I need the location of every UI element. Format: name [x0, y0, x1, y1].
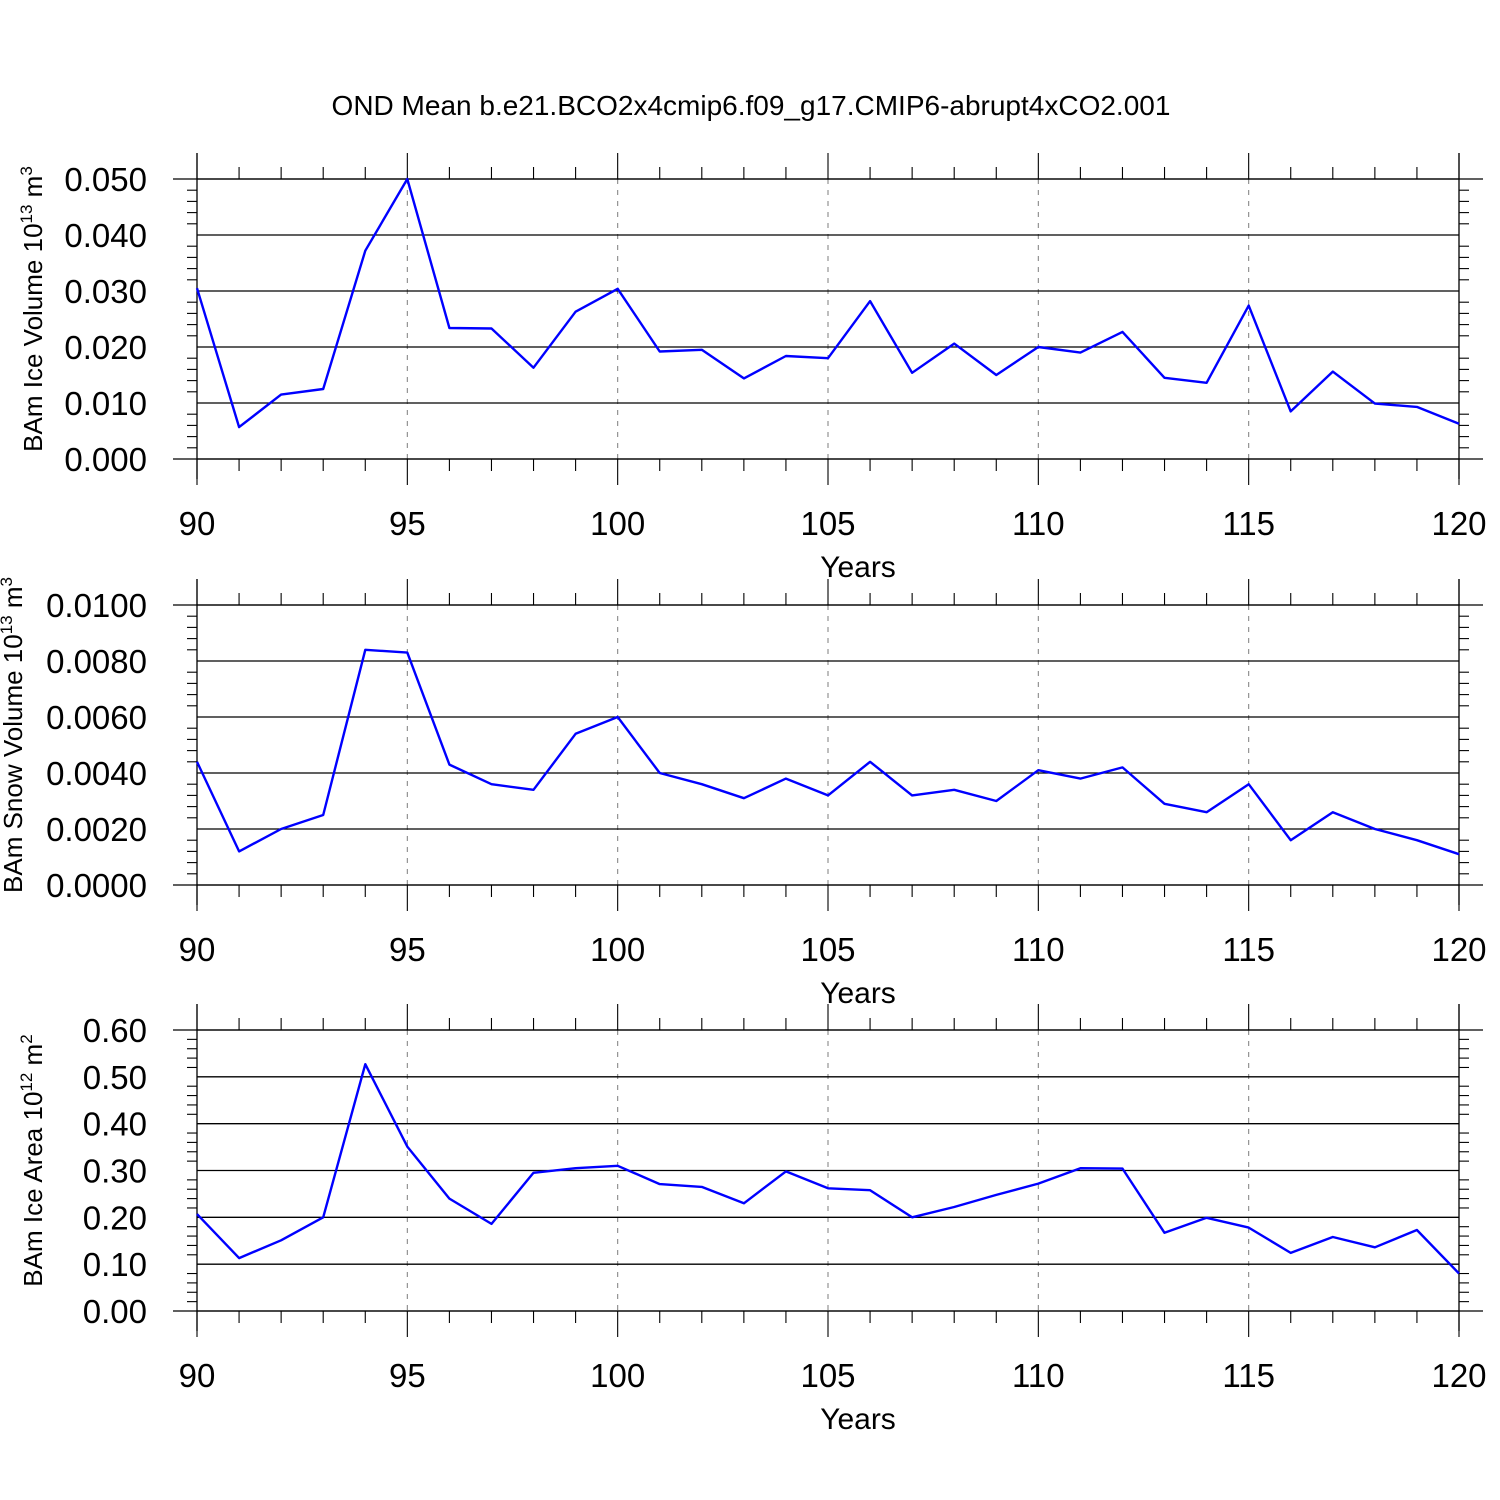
y-tick-label: 0.30: [83, 1153, 147, 1190]
x-tick-label: 100: [590, 1357, 645, 1394]
y-tick-label: 0.0100: [46, 587, 147, 624]
panel-3: 90 95 100 105 110 115 120 0.00 0.10 0.20 0.30 0.40 0…: [17, 1004, 1487, 1436]
x-axis-label: Years: [820, 977, 896, 1010]
y-tick-label: 0.010: [64, 385, 147, 422]
x-tick-label: 105: [800, 505, 855, 542]
x-tick-label: 115: [1222, 505, 1275, 542]
x-tick-label: 120: [1431, 931, 1486, 968]
x-tick-label: 90: [179, 931, 216, 968]
panel-1: 90 95 100 105 110 115 120 0.000 0.010 0.020 0.030 0…: [17, 153, 1487, 584]
x-tick-label: 90: [179, 1357, 216, 1394]
y-axis-label: BAm Ice Area 1012 m2: [17, 1034, 48, 1286]
y-tick-label: 0.0040: [46, 755, 147, 792]
y-tick-label: 0.40: [83, 1106, 147, 1143]
series-line: [196, 1062, 1460, 1275]
y-tick-label: 0.030: [64, 273, 147, 310]
x-tick-label: 110: [1012, 505, 1065, 542]
x-tick-label: 100: [590, 931, 645, 968]
series-line: [195, 648, 1460, 856]
x-tick-label: 115: [1222, 931, 1275, 968]
y-tick-label: 0.0080: [46, 643, 147, 680]
y-tick-label: 0.000: [64, 441, 147, 478]
x-tick-label: 95: [389, 931, 426, 968]
y-tick-label: 0.0000: [46, 867, 147, 904]
y-axis-label: BAm Ice Volume 1013 m3: [17, 166, 48, 452]
y-tick-label: 0.20: [83, 1199, 147, 1236]
y-tick-label: 0.050: [64, 161, 147, 198]
x-tick-label: 90: [179, 505, 216, 542]
y-tick-label: 0.0020: [46, 811, 147, 848]
series-line: [195, 177, 1460, 429]
y-axis-label: BAm Snow Volume 1013 m3: [0, 577, 28, 893]
y-tick-label: 0.00: [83, 1293, 147, 1330]
chart-title: OND Mean b.e21.BCO2x4cmip6.f09_g17.CMIP6…: [332, 90, 1171, 121]
y-tick-label: 0.60: [83, 1012, 147, 1049]
x-tick-label: 110: [1012, 1357, 1065, 1394]
x-axis-label: Years: [820, 551, 896, 584]
y-tick-label: 0.0060: [46, 699, 147, 736]
x-tick-label: 105: [800, 931, 855, 968]
y-tick-label: 0.10: [83, 1246, 147, 1283]
x-tick-label: 105: [800, 1357, 855, 1394]
panel-2: 90 95 100 105 110 115 120 0.0000 0.0020 0.0040 0.0…: [0, 577, 1487, 1010]
x-tick-label: 110: [1012, 931, 1065, 968]
x-tick-label: 120: [1431, 1357, 1486, 1394]
y-tick-label: 0.020: [64, 329, 147, 366]
y-tick-label: 0.50: [83, 1059, 147, 1096]
x-tick-label: 100: [590, 505, 645, 542]
x-tick-label: 115: [1222, 1357, 1275, 1394]
x-tick-label: 95: [389, 505, 426, 542]
x-tick-label: 120: [1431, 505, 1486, 542]
y-tick-label: 0.040: [64, 217, 147, 254]
x-tick-label: 95: [389, 1357, 426, 1394]
x-axis-label: Years: [820, 1403, 896, 1436]
